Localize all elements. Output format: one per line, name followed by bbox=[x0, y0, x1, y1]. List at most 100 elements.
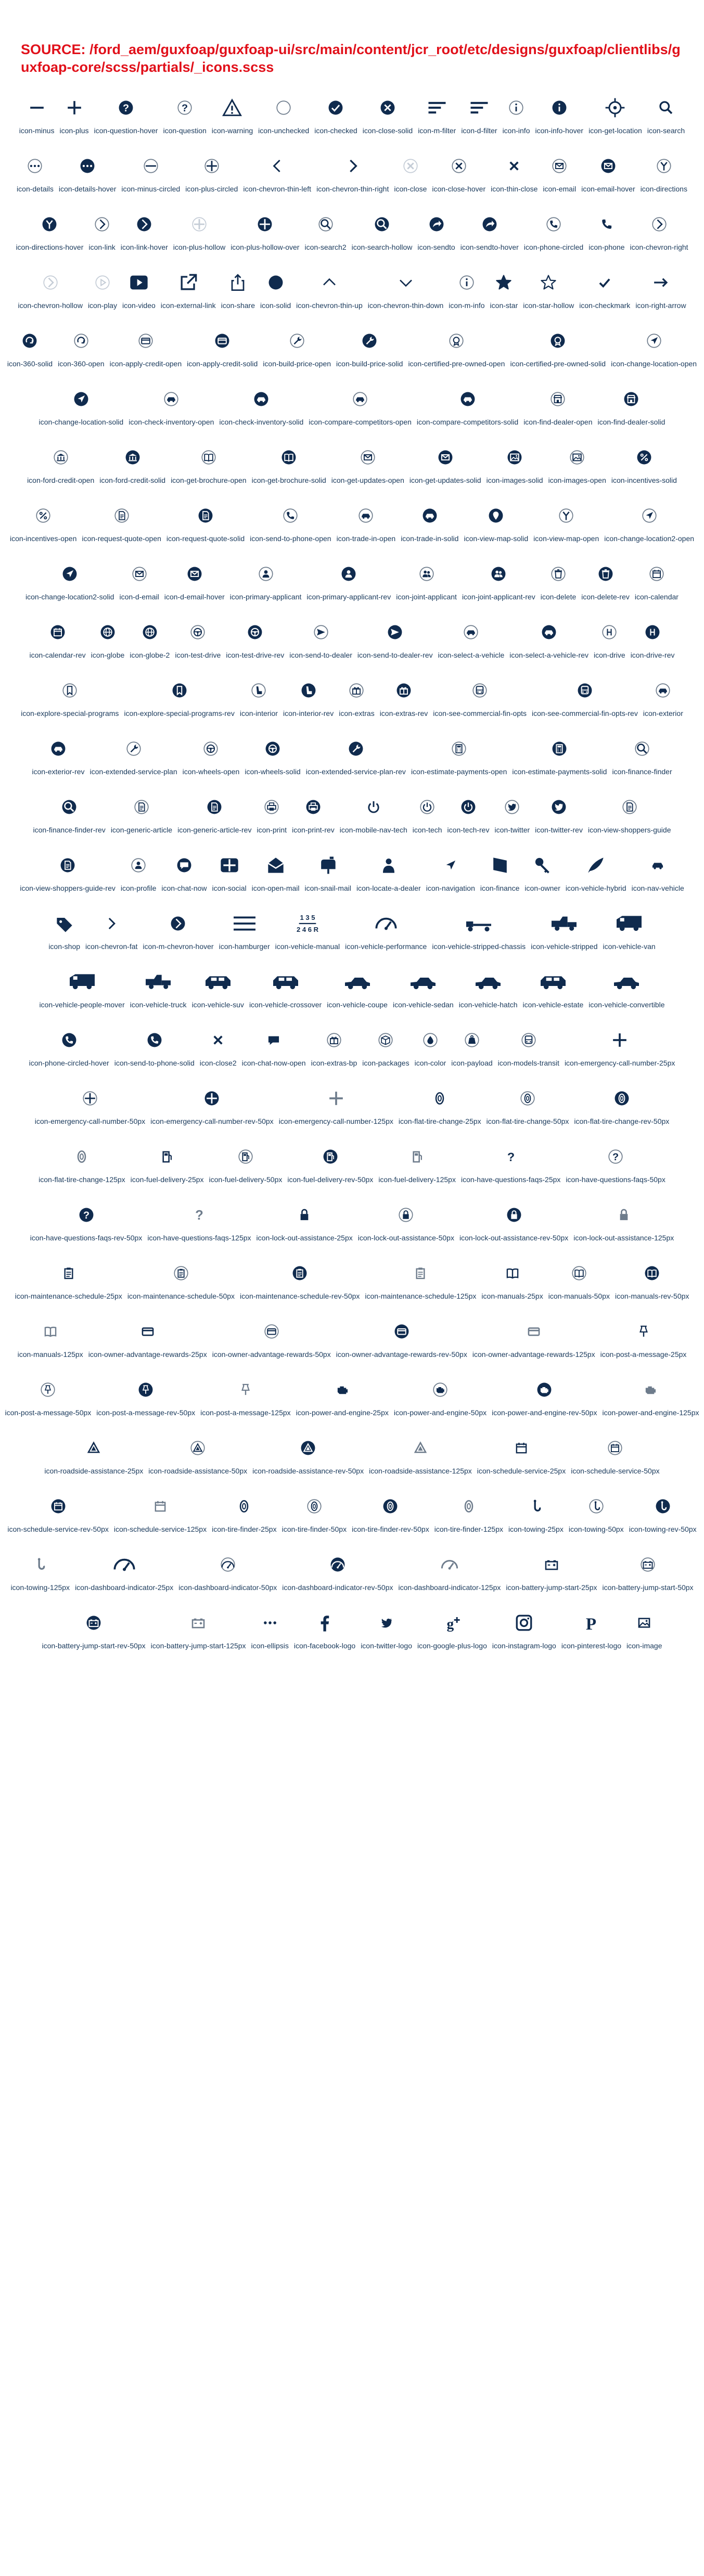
svg-text:2 4 6 R: 2 4 6 R bbox=[297, 926, 319, 933]
icon-wrap bbox=[61, 559, 79, 589]
icon-cell: icon-chevron-right bbox=[627, 209, 690, 255]
icon-label: icon-view-map-solid bbox=[464, 534, 529, 543]
icon-label: icon-owner-advantage-rewards-50px bbox=[212, 1350, 331, 1359]
have-questions-faqs-125px-icon: ? bbox=[188, 1203, 211, 1226]
icon-label: icon-maintenance-schedule-rev-50px bbox=[240, 1292, 360, 1300]
icon-cell: icon-wheels-open bbox=[180, 734, 242, 779]
icon-cell: icon-globe-2 bbox=[127, 617, 172, 663]
wheels-solid-icon bbox=[264, 740, 281, 758]
shop-icon bbox=[53, 912, 76, 935]
icon-label: icon-navigation bbox=[426, 884, 475, 892]
ford-credit-open-icon bbox=[52, 448, 70, 466]
icon-wrap bbox=[439, 850, 462, 880]
find-dealer-open-icon bbox=[549, 390, 567, 408]
icon-wrap bbox=[162, 384, 180, 414]
icon-wrap bbox=[393, 1316, 411, 1347]
d-email-hover-icon bbox=[186, 565, 203, 583]
icon-wrap bbox=[386, 617, 404, 647]
icon-wrap bbox=[635, 442, 653, 472]
phone-circled-hover-icon bbox=[60, 1031, 78, 1049]
flat-tire-change-125px-icon bbox=[70, 1145, 93, 1168]
schedule-service-rev-50px-icon bbox=[49, 1497, 67, 1515]
share-icon bbox=[226, 271, 249, 294]
icon-label: icon-generic-article bbox=[110, 826, 173, 834]
icon-wrap bbox=[213, 326, 231, 356]
extended-service-plan-icon bbox=[125, 740, 143, 758]
icon-cell: icon-models-transit bbox=[495, 1025, 562, 1071]
search-icon bbox=[655, 96, 677, 119]
icon-cell: icon-calendar-rev bbox=[27, 617, 88, 663]
icon-label: icon-solid bbox=[260, 301, 291, 310]
icon-cell: icon-see-commercial-fin-opts-rev bbox=[529, 675, 641, 721]
icon-wrap bbox=[549, 559, 567, 589]
icon-cell: icon-battery-jump-start-50px bbox=[599, 1549, 696, 1595]
view-shoppers-guide-icon bbox=[621, 798, 638, 816]
icon-wrap bbox=[450, 734, 468, 764]
icon-cell: icon-incentives-solid bbox=[609, 442, 680, 488]
primary-applicant-rev-icon bbox=[340, 565, 357, 583]
vehicle-suv-icon bbox=[201, 965, 235, 998]
icon-cell: icon-estimate-payments-solid bbox=[509, 734, 609, 779]
icon-cell: icon-vehicle-estate bbox=[520, 967, 586, 1013]
flat-tire-change-rev-50px-icon bbox=[613, 1090, 631, 1107]
icon-label: icon-schedule-service-50px bbox=[571, 1467, 660, 1475]
icon-cell: icon-close bbox=[391, 151, 429, 197]
icon-cell: icon-vehicle-performance bbox=[342, 908, 429, 954]
pinterest-logo-icon: P bbox=[580, 1611, 603, 1634]
icon-wrap bbox=[39, 1375, 57, 1405]
icon-label: icon-finance-finder bbox=[612, 767, 672, 776]
icon-label: icon-post-a-message-rev-50px bbox=[96, 1408, 196, 1417]
vehicle-van-icon bbox=[612, 907, 646, 940]
icon-wrap bbox=[94, 267, 111, 298]
icon-label: icon-profile bbox=[120, 884, 157, 892]
icon-wrap bbox=[348, 675, 365, 706]
icon-wrap bbox=[450, 151, 468, 181]
icon-wrap: ? bbox=[607, 1142, 624, 1172]
dashboard-indicator-50px-icon bbox=[219, 1556, 237, 1573]
icon-wrap bbox=[142, 151, 160, 181]
icon-wrap bbox=[481, 209, 498, 239]
icon-cell: icon-twitter bbox=[492, 792, 532, 838]
icon-label: icon-extras bbox=[339, 709, 375, 717]
globe-icon bbox=[99, 623, 117, 641]
plus-hollow-over-icon bbox=[256, 215, 274, 233]
icon-label: icon-ford-credit-open bbox=[27, 476, 95, 484]
icon-wrap bbox=[288, 326, 306, 356]
360-solid-icon bbox=[21, 332, 39, 350]
icon-label: icon-payload bbox=[451, 1059, 493, 1067]
icon-label: icon-certified-pre-owned-open bbox=[408, 360, 505, 368]
icon-wrap bbox=[146, 1025, 163, 1055]
icon-cell: icon-maintenance-schedule-25px bbox=[12, 1258, 125, 1304]
icon-label: icon-vehicle-van bbox=[603, 942, 656, 951]
battery-jump-start-25px-icon bbox=[540, 1553, 563, 1576]
icon-cell: icon-extras-bp bbox=[309, 1025, 360, 1071]
icon-wrap bbox=[189, 1433, 207, 1463]
icon-label: icon-have-questions-faqs-125px bbox=[147, 1234, 251, 1242]
icon-cell: icon-ford-credit-solid bbox=[97, 442, 168, 488]
icon-label: icon-compare-competitors-solid bbox=[416, 418, 519, 426]
icon-wrap bbox=[394, 267, 417, 298]
icon-label: icon-maintenance-schedule-125px bbox=[365, 1292, 477, 1300]
icon-label: icon-d-filter bbox=[461, 126, 497, 135]
icon-wrap bbox=[81, 1083, 99, 1113]
star-icon bbox=[494, 273, 514, 292]
icon-cell: icon-star-hollow bbox=[520, 267, 577, 313]
icon-label: icon-power-and-engine-rev-50px bbox=[492, 1408, 597, 1417]
icon-label: icon-roadside-assistance-25px bbox=[44, 1467, 144, 1475]
icon-label: icon-open-mail bbox=[251, 884, 300, 892]
icon-wrap bbox=[329, 1549, 347, 1580]
icon-wrap: g bbox=[441, 1608, 464, 1638]
icon-label: icon-schedule-service-125px bbox=[113, 1525, 207, 1533]
print-icon bbox=[263, 798, 280, 816]
view-map-solid-icon bbox=[487, 507, 505, 524]
emergency-call-number-50px-icon bbox=[81, 1090, 99, 1107]
icon-cell: icon-nav-vehicle bbox=[629, 850, 687, 896]
icon-cell: icon-owner-advantage-rewards-50px bbox=[210, 1316, 334, 1362]
icon-cell: icon-images-open bbox=[546, 442, 609, 488]
icon-wrap bbox=[375, 1608, 398, 1638]
icon-wrap bbox=[428, 1083, 451, 1113]
icon-cell: icon-primary-applicant-rev bbox=[304, 559, 393, 605]
info-hover-icon bbox=[551, 99, 568, 117]
icon-wrap bbox=[341, 967, 374, 997]
icon-label: icon-vehicle-truck bbox=[130, 1001, 187, 1009]
